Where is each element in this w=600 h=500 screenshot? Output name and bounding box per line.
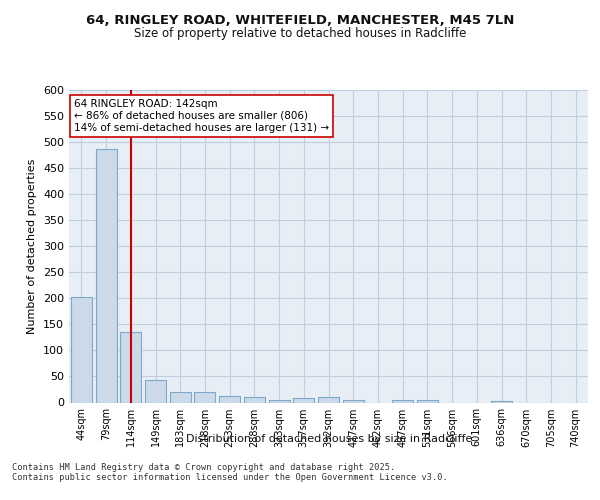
Bar — [219, 396, 240, 402]
Bar — [293, 398, 314, 402]
Bar — [71, 297, 92, 403]
Y-axis label: Number of detached properties: Number of detached properties — [28, 158, 37, 334]
Text: 64, RINGLEY ROAD, WHITEFIELD, MANCHESTER, M45 7LN: 64, RINGLEY ROAD, WHITEFIELD, MANCHESTER… — [86, 14, 514, 27]
Bar — [194, 392, 215, 402]
Bar — [145, 380, 166, 402]
Bar — [392, 400, 413, 402]
Bar — [244, 397, 265, 402]
Bar — [120, 332, 141, 402]
Bar — [170, 392, 191, 402]
Text: Contains HM Land Registry data © Crown copyright and database right 2025.
Contai: Contains HM Land Registry data © Crown c… — [12, 462, 448, 482]
Text: Size of property relative to detached houses in Radcliffe: Size of property relative to detached ho… — [134, 28, 466, 40]
Text: 64 RINGLEY ROAD: 142sqm
← 86% of detached houses are smaller (806)
14% of semi-d: 64 RINGLEY ROAD: 142sqm ← 86% of detache… — [74, 100, 329, 132]
Text: Distribution of detached houses by size in Radcliffe: Distribution of detached houses by size … — [185, 434, 472, 444]
Bar — [318, 398, 339, 402]
Bar — [95, 149, 116, 403]
Bar — [269, 400, 290, 402]
Bar — [343, 400, 364, 402]
Bar — [417, 400, 438, 402]
